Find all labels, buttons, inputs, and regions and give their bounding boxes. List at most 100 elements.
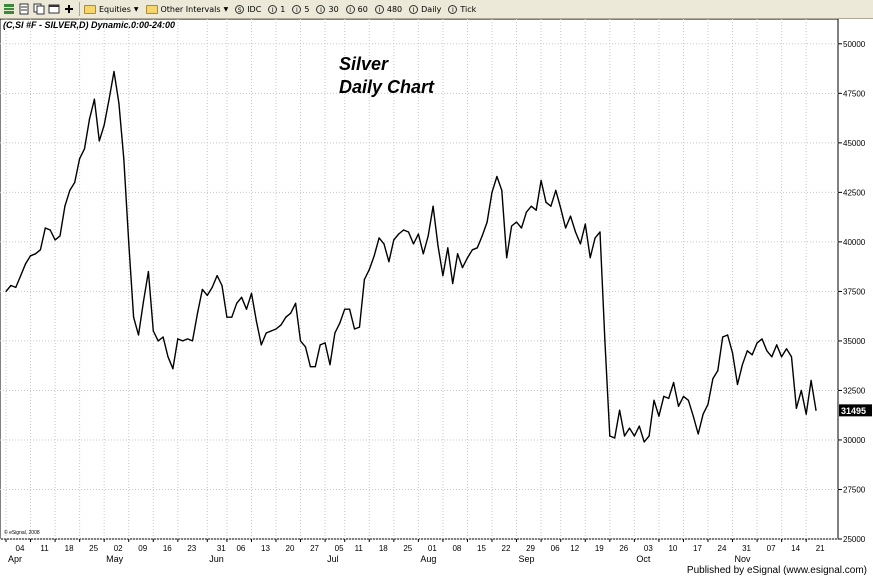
price-chart[interactable]: 25000 27500 30000 32500 35000 37500 40000 42500… — [0, 19, 873, 565]
x-tick-label: 05 — [335, 544, 344, 553]
price-point — [162, 336, 164, 338]
silver-price-line — [5, 70, 817, 443]
copy-icon[interactable] — [33, 3, 45, 15]
interval-s-icon: S — [235, 4, 245, 14]
price-point — [368, 269, 370, 271]
interval-tick-button[interactable]: I Tick — [448, 4, 476, 14]
price-point — [83, 148, 86, 150]
price-point — [506, 257, 508, 259]
price-point — [137, 334, 140, 336]
price-point — [201, 288, 203, 291]
price-point — [461, 267, 464, 269]
price-point — [103, 124, 105, 126]
x-month-label: Apr — [8, 554, 22, 564]
price-point — [363, 278, 365, 281]
price-point — [280, 324, 282, 326]
other-intervals-label: Other Intervals — [160, 4, 221, 14]
x-month-label: Nov — [735, 554, 752, 564]
price-point — [427, 235, 429, 237]
x-tick-label: 16 — [163, 544, 172, 553]
x-tick-label: 14 — [791, 544, 800, 553]
y-tick-label: 35000 — [843, 337, 866, 346]
copyright-notice: © eSignal, 2008 — [4, 530, 40, 536]
x-tick-label: 03 — [644, 544, 653, 553]
chart-title-line1: Silver — [339, 54, 389, 74]
toolbar: Equities ▼ Other Intervals ▼ S IDC I 1 I… — [0, 0, 873, 19]
x-month-label: Jun — [209, 554, 224, 564]
price-point — [707, 403, 709, 405]
x-tick-label: 10 — [668, 544, 677, 553]
equities-menu[interactable]: Equities ▼ — [84, 4, 139, 14]
last-price-label: 31495 — [841, 406, 866, 416]
price-point — [540, 179, 542, 182]
price-point — [79, 158, 81, 160]
price-point — [304, 346, 307, 348]
price-point — [309, 366, 311, 368]
chart-title-line2: Daily Chart — [339, 77, 435, 97]
price-point — [722, 336, 724, 338]
x-tick-label: 02 — [114, 544, 123, 553]
last-price-tag — [839, 404, 872, 417]
price-point — [265, 332, 267, 334]
price-point — [727, 334, 729, 336]
price-point — [172, 368, 174, 370]
x-month-label: Aug — [420, 554, 436, 564]
price-point — [412, 243, 415, 245]
price-point — [776, 344, 778, 346]
price-point — [128, 241, 130, 243]
price-point — [520, 227, 523, 229]
price-point — [5, 290, 7, 293]
price-point — [255, 320, 257, 322]
chart-layout-icon[interactable] — [3, 3, 15, 15]
add-icon[interactable] — [63, 3, 75, 15]
y-tick-label: 50000 — [843, 40, 866, 49]
x-tick-label: 01 — [428, 544, 437, 553]
window-icon[interactable] — [48, 3, 60, 15]
price-point — [447, 247, 449, 249]
price-point — [731, 352, 734, 354]
price-point — [69, 189, 71, 191]
price-point — [88, 118, 91, 120]
x-tick-label: 11 — [355, 544, 364, 553]
price-point — [476, 247, 478, 249]
interval-480-button[interactable]: I 480 — [374, 4, 402, 14]
price-point — [466, 257, 469, 259]
other-intervals-menu[interactable]: Other Intervals ▼ — [145, 4, 229, 14]
x-tick-label: 13 — [261, 544, 270, 553]
x-month-label: Jul — [327, 554, 339, 564]
price-point — [344, 308, 346, 310]
price-point — [491, 191, 493, 193]
x-tick-label: 04 — [16, 544, 25, 553]
x-tick-label: 29 — [526, 544, 535, 553]
price-point — [10, 284, 12, 287]
x-tick-label: 20 — [286, 544, 295, 553]
dropdown-caret-icon: ▼ — [223, 5, 229, 13]
price-point — [565, 227, 567, 229]
interval-daily-button[interactable]: I Daily — [409, 4, 441, 14]
price-point — [785, 348, 788, 350]
x-tick-label: 31 — [742, 544, 751, 553]
price-point — [167, 356, 169, 358]
price-point — [560, 207, 562, 209]
interval-idc-button[interactable]: S IDC — [235, 4, 261, 14]
price-point — [771, 356, 773, 358]
interval-30-button[interactable]: I 30 — [316, 4, 339, 14]
price-point — [442, 274, 444, 277]
x-tick-label: 15 — [477, 544, 486, 553]
x-tick-label: 27 — [310, 544, 319, 553]
price-point — [388, 261, 390, 263]
x-tick-label: 08 — [452, 544, 461, 553]
x-tick-label: 06 — [236, 544, 245, 553]
interval-i-icon: I — [448, 4, 458, 14]
x-tick-label: 31 — [217, 544, 226, 553]
x-tick-label: 17 — [693, 544, 702, 553]
interval-5-button[interactable]: I 5 — [292, 4, 309, 14]
price-point — [589, 257, 591, 259]
price-point — [59, 235, 61, 237]
interval-i-icon: I — [292, 4, 302, 14]
interval-60-button[interactable]: I 60 — [345, 4, 368, 14]
interval-1-button[interactable]: I 1 — [268, 4, 285, 14]
new-chart-icon[interactable] — [18, 3, 30, 15]
price-point — [437, 245, 439, 247]
y-tick-label: 47500 — [843, 89, 866, 98]
